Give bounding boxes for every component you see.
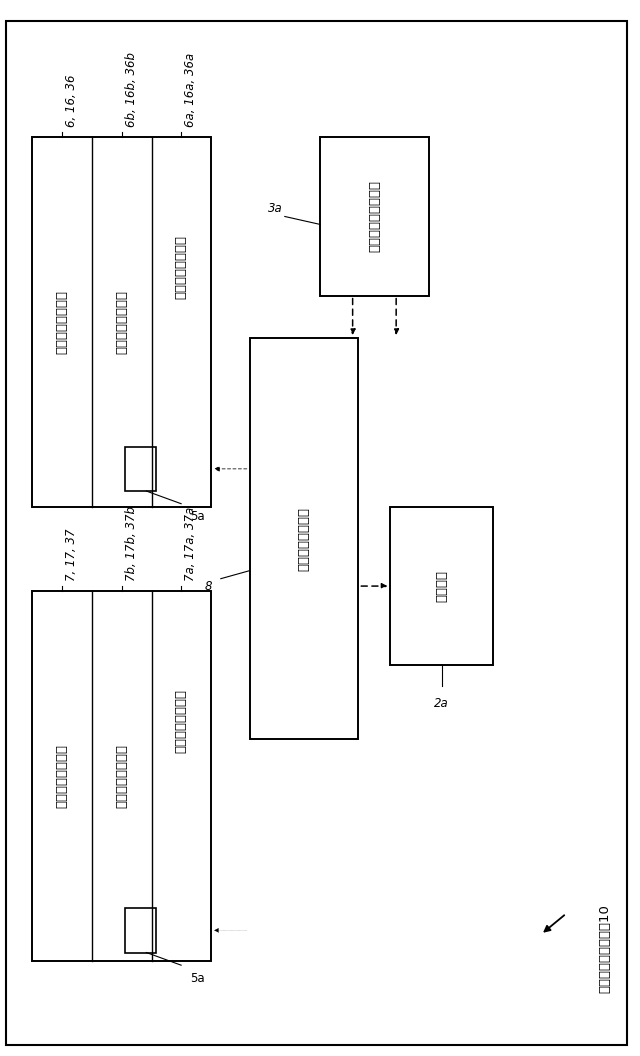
Text: 表示端末: 表示端末 — [435, 570, 448, 602]
Bar — [125, 447, 156, 491]
Bar — [390, 507, 493, 665]
Bar — [32, 137, 211, 507]
Text: 変更情報提供手段: 変更情報提供手段 — [298, 507, 310, 570]
Text: 7a, 17a, 37a: 7a, 17a, 37a — [184, 507, 198, 581]
Text: 2a: 2a — [434, 697, 449, 710]
Bar — [125, 908, 156, 953]
Text: 環境維持運搞手段: 環境維持運搞手段 — [56, 290, 68, 354]
Text: 環境維持保管手段: 環境維持保管手段 — [56, 744, 68, 808]
Text: 医薬品管理システヤ10: 医薬品管理システヤ10 — [598, 904, 611, 993]
Bar — [320, 137, 429, 296]
Text: 運搞環境検知手段: 運搞環境検知手段 — [115, 290, 128, 354]
Text: 3a: 3a — [268, 202, 283, 215]
Bar — [32, 591, 211, 961]
Text: 保管環境検知手段: 保管環境検知手段 — [115, 744, 128, 808]
Text: 6b, 16b, 36b: 6b, 16b, 36b — [125, 52, 138, 127]
Text: 保管状態検知手段: 保管状態検知手段 — [175, 689, 188, 753]
Text: 5a: 5a — [190, 510, 204, 523]
Text: 5a: 5a — [190, 972, 204, 984]
Text: 6, 16, 36: 6, 16, 36 — [65, 74, 78, 127]
Text: 7, 17, 37: 7, 17, 37 — [65, 528, 78, 581]
Bar — [250, 338, 358, 739]
Text: 6a, 16a, 36a: 6a, 16a, 36a — [184, 53, 198, 127]
Text: 8: 8 — [204, 580, 212, 593]
Text: 7b, 17b, 37b: 7b, 17b, 37b — [125, 506, 138, 581]
Text: 医療機関関等サーバ: 医療機関関等サーバ — [368, 181, 381, 252]
Text: 運搞状態検知手段: 運搞状態検知手段 — [175, 234, 188, 299]
